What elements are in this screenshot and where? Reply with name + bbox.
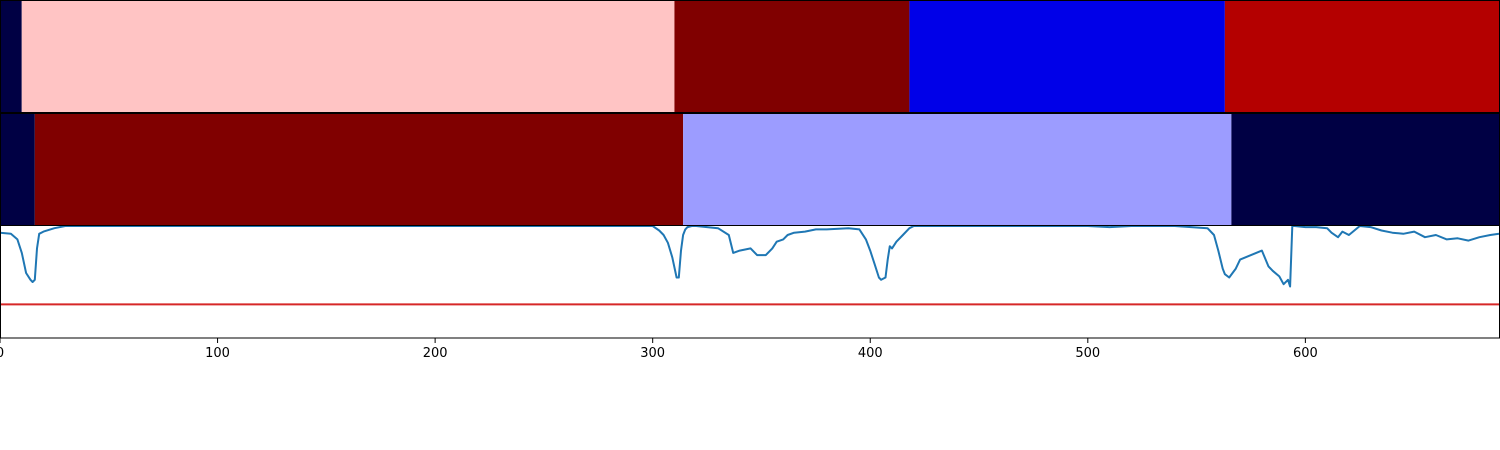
x-tick-label-200: 200 (423, 346, 448, 361)
line-panel-background (0, 226, 1500, 338)
x-tick-label-600: 600 (1293, 346, 1318, 361)
x-tick-label-300: 300 (640, 346, 665, 361)
x-axis: 0 100 200 300 400 500 600 (0, 338, 1318, 361)
segment-track-2 (0, 114, 1499, 225)
segment-track-1 (0, 1, 1499, 112)
track-1-segment-3 (674, 1, 910, 112)
line-series-1 (0, 226, 1500, 288)
track-2-segment-1 (0, 114, 35, 225)
track-2-segment-4 (1231, 114, 1499, 225)
track-1-segment-2 (21, 1, 675, 112)
track-1-segment-1 (0, 1, 22, 112)
track-1-segment-4 (909, 1, 1225, 112)
x-tick-label-500: 500 (1075, 346, 1100, 361)
line-panel (0, 226, 1500, 306)
x-tick-label-400: 400 (858, 346, 883, 361)
x-tick-label-0: 0 (0, 346, 4, 361)
track-2-segment-3 (683, 114, 1232, 225)
track-2-segment-2 (34, 114, 684, 225)
x-tick-label-100: 100 (205, 346, 230, 361)
track-1-segment-5 (1224, 1, 1499, 112)
